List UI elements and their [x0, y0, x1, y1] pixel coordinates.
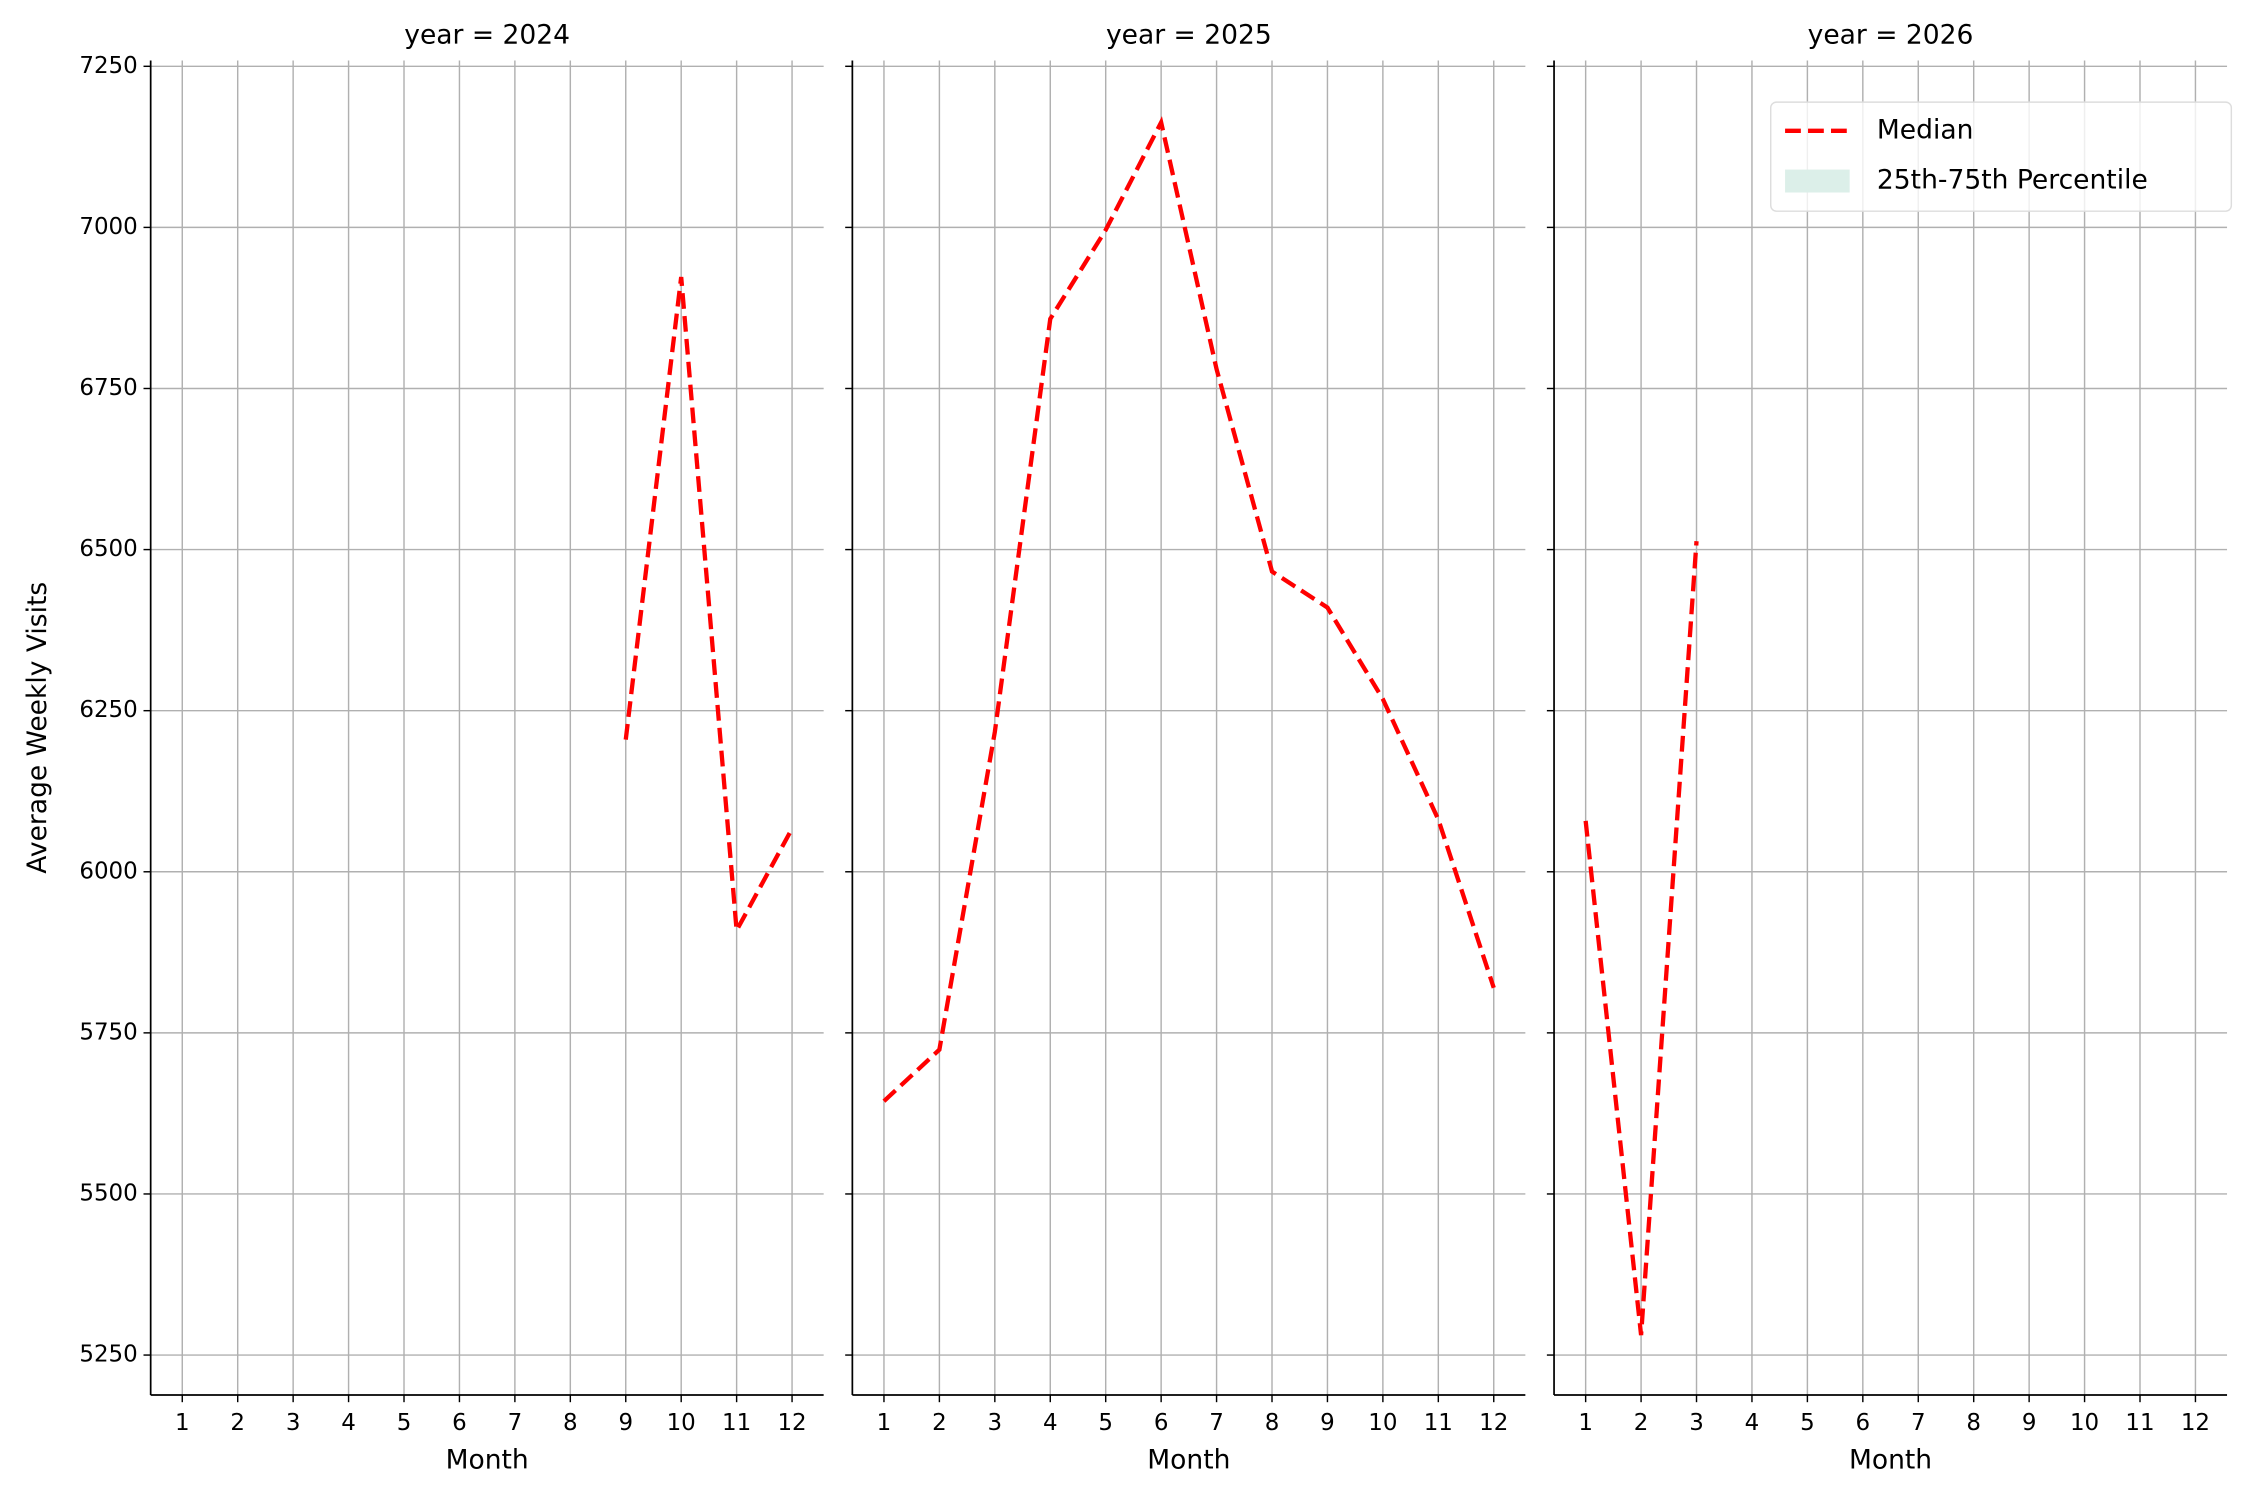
x-tick-label: 7	[1911, 1410, 1926, 1436]
y-tick-label: 6500	[79, 536, 137, 562]
y-tick-label: 6000	[79, 858, 137, 884]
x-tick-label: 7	[1209, 1410, 1224, 1436]
x-tick-label: 8	[1265, 1410, 1280, 1436]
legend-box	[1770, 101, 2233, 212]
x-tick-label: 12	[2181, 1410, 2210, 1436]
median-line	[1583, 541, 1699, 1336]
y-tick-label: 5250	[79, 1342, 137, 1368]
y-tick-label: 5500	[79, 1180, 137, 1206]
x-tick-label: 8	[1966, 1410, 1981, 1436]
x-tick-label: 4	[341, 1410, 356, 1436]
x-tick-label: 6	[1856, 1410, 1871, 1436]
y-tick-label: 6250	[79, 697, 137, 723]
x-tick-label: 11	[1424, 1410, 1453, 1436]
x-tick-label: 3	[1689, 1410, 1704, 1436]
y-tick-label: 7250	[79, 53, 137, 79]
x-tick-label: 9	[1320, 1410, 1335, 1436]
x-tick-label: 4	[1745, 1410, 1760, 1436]
x-tick-label: 9	[618, 1410, 633, 1436]
y-tick-label: 7000	[79, 214, 137, 240]
legend-label: Median	[1877, 114, 1974, 145]
x-axis-label: Month	[1849, 1445, 1932, 1476]
x-tick-label: 3	[286, 1410, 301, 1436]
legend-swatch	[1785, 169, 1850, 193]
x-tick-label: 11	[2125, 1410, 2154, 1436]
x-tick-label: 9	[2022, 1410, 2037, 1436]
x-tick-label: 6	[452, 1410, 467, 1436]
panel-title: year = 2025	[1106, 20, 1272, 51]
x-tick-label: 10	[2070, 1410, 2099, 1436]
x-tick-label: 1	[877, 1410, 892, 1436]
x-tick-label: 8	[563, 1410, 578, 1436]
y-tick-label: 5750	[79, 1019, 137, 1045]
x-tick-label: 7	[508, 1410, 523, 1436]
x-tick-label: 2	[230, 1410, 245, 1436]
panel-title: year = 2024	[404, 20, 570, 51]
panel-title: year = 2026	[1808, 20, 1974, 51]
y-tick-label: 6750	[79, 375, 137, 401]
x-axis-label: Month	[446, 1445, 529, 1476]
x-tick-label: 2	[1634, 1410, 1649, 1436]
x-tick-label: 12	[1479, 1410, 1508, 1436]
x-tick-label: 10	[667, 1410, 696, 1436]
x-tick-label: 2	[932, 1410, 947, 1436]
x-axis-label: Month	[1147, 1445, 1230, 1476]
x-tick-label: 6	[1154, 1410, 1169, 1436]
x-tick-label: 5	[397, 1410, 412, 1436]
x-tick-label: 3	[988, 1410, 1003, 1436]
median-line	[623, 276, 794, 938]
x-tick-label: 5	[1800, 1410, 1815, 1436]
median-line	[882, 116, 1496, 1103]
x-tick-label: 4	[1043, 1410, 1058, 1436]
x-tick-label: 10	[1368, 1410, 1397, 1436]
x-tick-label: 12	[777, 1410, 806, 1436]
x-tick-label: 5	[1098, 1410, 1113, 1436]
y-axis-label: Average Weekly Visits	[22, 582, 53, 874]
x-tick-label: 1	[1578, 1410, 1593, 1436]
x-tick-label: 11	[722, 1410, 751, 1436]
x-tick-label: 1	[175, 1410, 190, 1436]
legend-label: 25th-75th Percentile	[1877, 165, 2148, 196]
